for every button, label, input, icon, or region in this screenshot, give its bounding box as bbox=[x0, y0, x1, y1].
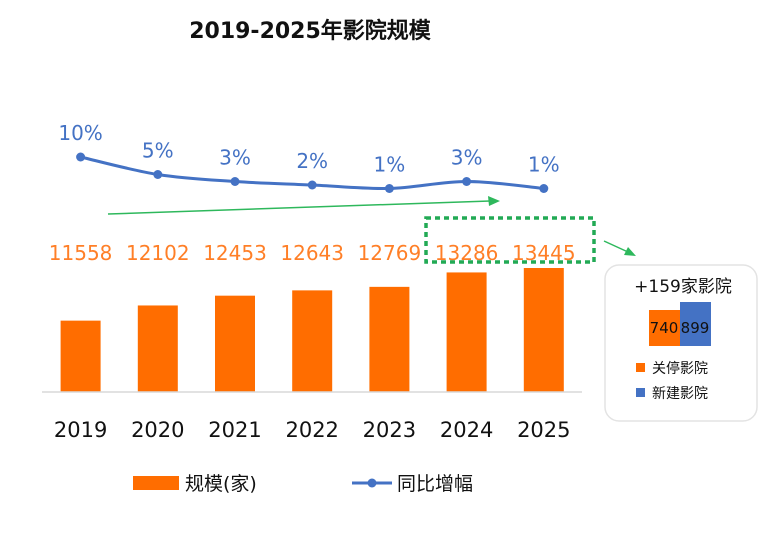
growth-points bbox=[76, 152, 549, 193]
bar-2020 bbox=[137, 305, 178, 392]
bar-2025 bbox=[523, 268, 564, 392]
growth-label-2025: 1% bbox=[528, 153, 560, 177]
bar-2021 bbox=[215, 295, 255, 392]
growth-point-2021 bbox=[230, 177, 240, 186]
highlight-arrow bbox=[603, 240, 629, 253]
x-tick-2021: 2021 bbox=[208, 418, 261, 442]
bar-2019 bbox=[60, 320, 101, 392]
x-tick-2023: 2023 bbox=[363, 418, 416, 442]
bar-2022 bbox=[292, 290, 333, 392]
growth-point-2022 bbox=[307, 180, 317, 190]
bar-series bbox=[60, 268, 564, 392]
closed-cinemas-value: 740 bbox=[650, 319, 679, 337]
growth-point-2019 bbox=[76, 152, 86, 162]
x-tick-2025: 2025 bbox=[517, 418, 570, 442]
legend-bar-label: 规模(家) bbox=[185, 473, 257, 495]
closed-legend-swatch bbox=[636, 363, 645, 372]
bar-value-label-2023: 12769 bbox=[358, 241, 422, 265]
highlight-arrow-head bbox=[624, 247, 636, 256]
bar-value-label-2020: 12102 bbox=[126, 241, 190, 265]
highlight-box bbox=[424, 216, 596, 264]
new-legend-swatch bbox=[636, 388, 645, 397]
x-tick-2019: 2019 bbox=[54, 418, 107, 442]
new-cinemas-value: 899 bbox=[681, 319, 710, 337]
growth-labels: 10% 5% 3% 2% 1% 3% 1% bbox=[58, 121, 559, 177]
legend-line-label: 同比增幅 bbox=[397, 473, 473, 495]
bar-value-labels: 11558 12102 12453 12643 12769 13286 13445 bbox=[49, 241, 576, 265]
x-tick-2024: 2024 bbox=[440, 418, 493, 442]
growth-label-2020: 5% bbox=[142, 139, 174, 163]
side-card-title: +159家影院 bbox=[634, 277, 732, 297]
closed-legend-label: 关停影院 bbox=[652, 360, 708, 377]
legend-line-marker bbox=[367, 478, 377, 488]
growth-label-2022: 2% bbox=[296, 149, 328, 173]
new-legend-label: 新建影院 bbox=[652, 386, 708, 402]
growth-label-2021: 3% bbox=[219, 146, 251, 170]
x-tick-2022: 2022 bbox=[285, 418, 338, 442]
growth-label-2023: 1% bbox=[374, 153, 406, 177]
trend-arrow bbox=[107, 200, 491, 215]
bar-value-label-2019: 11558 bbox=[49, 241, 113, 265]
bar-value-label-2021: 12453 bbox=[203, 241, 267, 265]
growth-point-2024 bbox=[462, 177, 472, 186]
growth-point-2023 bbox=[384, 184, 394, 193]
bar-2023 bbox=[369, 286, 410, 392]
x-axis-tick-labels: 2019 2020 2021 2022 2023 2024 2025 bbox=[54, 418, 571, 442]
growth-label-2019: 10% bbox=[58, 121, 102, 145]
trend-arrow-head bbox=[488, 196, 500, 206]
chart-title: 2019-2025年影院规模 bbox=[189, 18, 432, 44]
new-cinemas-bar bbox=[680, 302, 711, 346]
bar-value-label-2022: 12643 bbox=[280, 241, 344, 265]
closed-cinemas-bar bbox=[649, 310, 680, 346]
growth-point-2020 bbox=[153, 170, 163, 179]
bar-2024 bbox=[446, 272, 487, 392]
legend-bar-swatch bbox=[133, 476, 179, 490]
growth-label-2024: 3% bbox=[451, 146, 483, 170]
growth-point-2025 bbox=[539, 184, 549, 193]
x-tick-2020: 2020 bbox=[131, 418, 184, 442]
